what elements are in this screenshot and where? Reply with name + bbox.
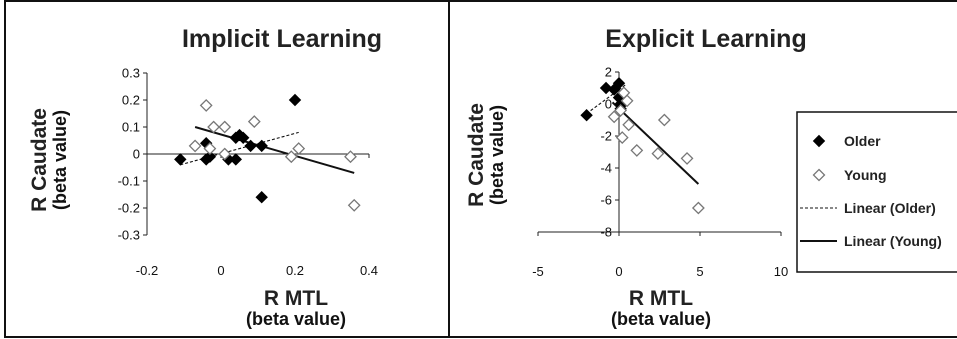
y-tick-label: -0.1	[118, 174, 140, 189]
x-tick-label: 0.4	[360, 263, 378, 278]
y-tick-label: -8	[600, 225, 612, 240]
xlabel-unit-implicit: (beta value)	[246, 309, 346, 329]
point-older	[580, 108, 593, 122]
point-older	[174, 153, 187, 166]
title-implicit: Implicit Learning	[182, 25, 382, 53]
legend-label: Older	[844, 133, 881, 149]
legend-label: Young	[844, 167, 887, 183]
legend-label: Linear (Young)	[844, 233, 942, 249]
legend-marker-young	[812, 168, 826, 182]
y-tick-label: 0.3	[122, 66, 140, 81]
y-tick-label: -2	[600, 129, 612, 144]
y-tick-label: 0.2	[122, 93, 140, 108]
point-older	[255, 139, 268, 153]
trendline-young	[194, 126, 355, 174]
legend: Older Young Linear (Older) Linear (Young)	[796, 111, 957, 273]
point-young	[347, 198, 361, 212]
point-older	[599, 81, 613, 95]
point-young	[207, 120, 221, 134]
point-young	[292, 142, 306, 156]
ylabel-unit-explicit: (beta value)	[487, 105, 507, 205]
point-young	[344, 150, 357, 164]
point-young	[615, 131, 629, 145]
y-tick-label: -4	[600, 161, 612, 176]
legend-label: Linear (Older)	[844, 200, 936, 216]
point-young	[284, 150, 298, 164]
point-young	[691, 201, 705, 215]
xlabel-implicit: R MTL	[264, 287, 328, 310]
point-young	[203, 142, 217, 156]
point-young	[188, 139, 202, 153]
point-young	[657, 113, 671, 127]
plot-area-implicit: 0.3 0.2 0.1 0 -0.1 -0.2 -0.3 -0.2 0 0.2 0.4	[118, 66, 378, 279]
title-explicit: Explicit Learning	[605, 25, 806, 53]
point-older	[244, 139, 257, 153]
x-tick-label: 0	[217, 263, 224, 278]
point-young	[620, 94, 634, 108]
point-older	[612, 76, 626, 90]
point-young	[199, 98, 213, 112]
x-tick-label: 0	[615, 264, 622, 279]
legend-marker-older	[812, 134, 826, 148]
point-older	[236, 131, 250, 145]
ylabel-implicit: R Caudate	[28, 108, 51, 212]
point-young	[630, 143, 644, 157]
plot-area-explicit: 2 0 -2 -4 -6 -8 -5 0 5 10	[532, 65, 788, 280]
panel-frame-explicit	[448, 0, 957, 338]
point-older	[255, 190, 268, 204]
point-young	[651, 147, 665, 161]
y-tick-label: -0.3	[118, 228, 140, 243]
point-young	[247, 115, 261, 129]
point-older	[203, 150, 217, 163]
xlabel-explicit: R MTL	[629, 287, 693, 310]
point-young	[622, 118, 636, 132]
x-tick-label: -0.2	[136, 263, 158, 278]
ylabel-unit-implicit: (beta value)	[50, 110, 70, 210]
ylabel-explicit: R Caudate	[465, 103, 488, 207]
y-tick-label: 0	[605, 97, 612, 112]
point-young	[218, 147, 232, 161]
x-tick-label: -5	[532, 264, 544, 279]
y-tick-label: 0.1	[122, 120, 140, 135]
y-tick-label: 2	[605, 65, 612, 80]
x-tick-label: 0.2	[286, 263, 304, 278]
y-tick-label: 0	[133, 147, 140, 162]
x-tick-label: 5	[696, 264, 703, 279]
point-young	[218, 120, 232, 134]
xlabel-unit-explicit: (beta value)	[611, 309, 711, 329]
x-tick-label: 10	[774, 264, 788, 279]
y-tick-label: -0.2	[118, 201, 140, 216]
point-young	[607, 110, 621, 124]
point-older	[229, 153, 243, 166]
point-young	[614, 103, 628, 117]
y-tick-label: -6	[600, 193, 612, 208]
trendline-young	[611, 101, 700, 185]
legend-box	[796, 111, 957, 273]
point-young	[680, 151, 694, 165]
point-older	[288, 93, 302, 107]
